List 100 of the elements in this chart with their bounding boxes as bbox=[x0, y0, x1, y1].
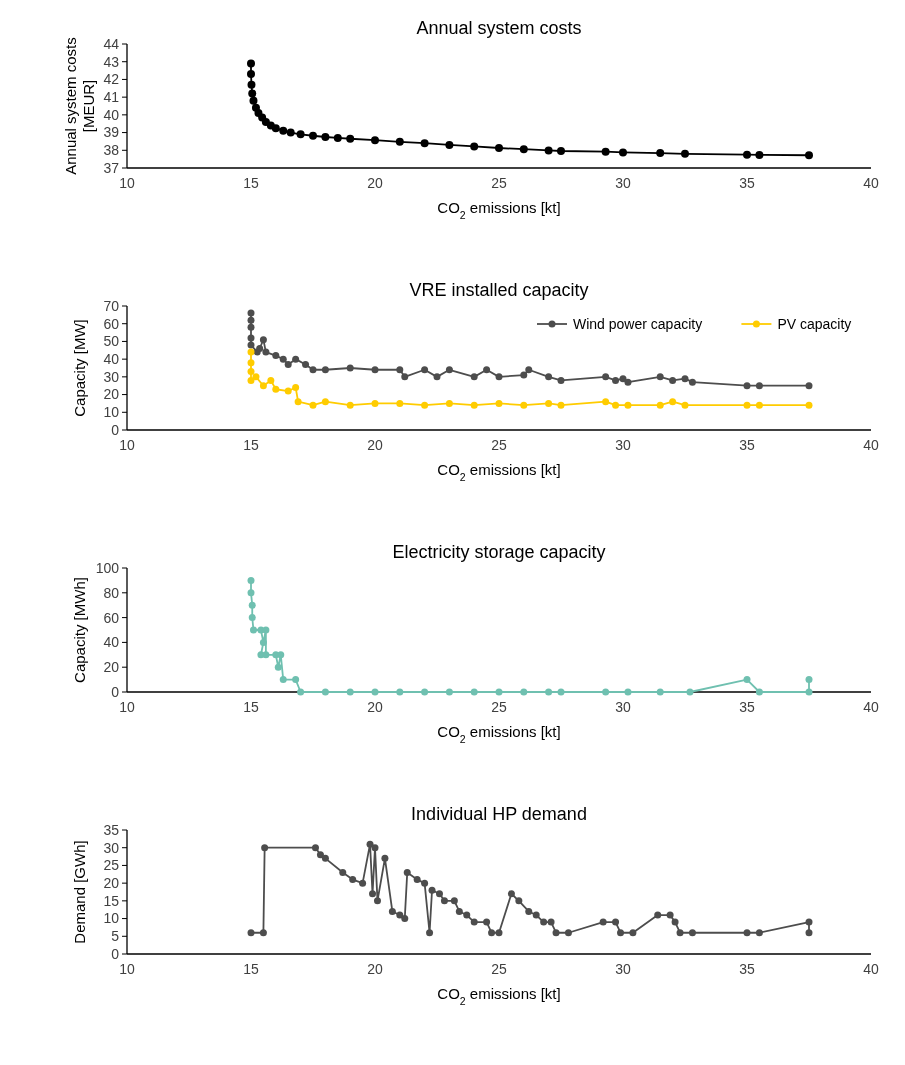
chart-title: Annual system costs bbox=[416, 18, 582, 38]
point bbox=[302, 360, 310, 368]
point bbox=[450, 897, 458, 905]
point bbox=[433, 373, 441, 381]
point bbox=[681, 149, 689, 158]
point bbox=[463, 911, 471, 919]
point bbox=[495, 399, 503, 407]
point bbox=[470, 918, 478, 926]
point bbox=[247, 368, 255, 376]
x-tick-label: 15 bbox=[243, 699, 259, 715]
point bbox=[297, 688, 305, 696]
point bbox=[532, 911, 540, 919]
point bbox=[247, 323, 255, 331]
y-tick-label: 60 bbox=[103, 609, 120, 626]
point bbox=[743, 929, 751, 937]
point bbox=[346, 688, 354, 696]
point bbox=[247, 376, 255, 384]
point bbox=[401, 915, 409, 923]
point bbox=[755, 688, 763, 696]
point bbox=[515, 897, 523, 905]
x-tick-label: 20 bbox=[367, 175, 383, 191]
point bbox=[495, 373, 503, 381]
point bbox=[249, 96, 258, 105]
point bbox=[805, 929, 813, 937]
x-tick-label: 25 bbox=[491, 175, 507, 191]
point bbox=[743, 676, 751, 684]
point bbox=[292, 676, 300, 684]
point bbox=[445, 688, 453, 696]
point bbox=[279, 126, 288, 135]
point bbox=[395, 137, 404, 146]
point bbox=[671, 918, 679, 926]
y-tick-label: 43 bbox=[103, 53, 120, 70]
point bbox=[292, 383, 300, 391]
point bbox=[349, 876, 357, 884]
point bbox=[547, 918, 555, 926]
point bbox=[619, 375, 627, 383]
point bbox=[488, 929, 496, 937]
point bbox=[624, 401, 632, 409]
point bbox=[277, 651, 285, 659]
point bbox=[602, 373, 610, 381]
y-tick-label: 0 bbox=[111, 945, 120, 962]
point bbox=[599, 918, 607, 926]
point bbox=[346, 401, 354, 409]
y-tick-label: 40 bbox=[103, 106, 120, 123]
x-tick-label: 35 bbox=[739, 437, 755, 453]
point bbox=[249, 626, 257, 634]
point bbox=[669, 398, 677, 406]
legend-label: Wind power capacity bbox=[573, 315, 703, 332]
point bbox=[520, 371, 528, 379]
point bbox=[805, 688, 813, 696]
point bbox=[284, 387, 292, 395]
x-tick-label: 15 bbox=[243, 175, 259, 191]
point bbox=[371, 136, 379, 145]
x-tick-label: 40 bbox=[863, 699, 879, 715]
point bbox=[401, 373, 409, 381]
point bbox=[413, 876, 421, 884]
point bbox=[520, 401, 528, 409]
x-axis-title: CO$_{2}$ emissions [kt] bbox=[437, 723, 561, 745]
x-tick-label: 25 bbox=[491, 437, 507, 453]
x-tick-label: 40 bbox=[863, 961, 879, 977]
point bbox=[371, 399, 379, 407]
point bbox=[470, 142, 479, 151]
x-tick-label: 30 bbox=[615, 699, 631, 715]
point bbox=[654, 911, 662, 919]
chart-title: Electricity storage capacity bbox=[392, 542, 606, 562]
point bbox=[612, 918, 620, 926]
point bbox=[688, 378, 696, 386]
point bbox=[805, 382, 813, 390]
x-axis-title: CO$_{2}$ emissions [kt] bbox=[437, 461, 561, 483]
point bbox=[557, 146, 565, 155]
x-tick-label: 20 bbox=[367, 437, 383, 453]
point bbox=[545, 688, 553, 696]
point bbox=[261, 844, 269, 852]
point bbox=[396, 688, 404, 696]
point bbox=[525, 907, 533, 915]
point bbox=[688, 929, 696, 937]
y-tick-label: 38 bbox=[103, 142, 120, 159]
point bbox=[248, 89, 257, 98]
point bbox=[426, 929, 434, 937]
point bbox=[455, 907, 463, 915]
point bbox=[369, 890, 377, 898]
point bbox=[247, 359, 255, 367]
point bbox=[540, 918, 548, 926]
point bbox=[247, 929, 255, 937]
point bbox=[396, 366, 404, 374]
chart-title: VRE installed capacity bbox=[409, 280, 589, 300]
point bbox=[656, 688, 664, 696]
point bbox=[519, 145, 528, 154]
point bbox=[421, 366, 429, 374]
point bbox=[346, 364, 354, 372]
point bbox=[248, 614, 256, 622]
point bbox=[252, 373, 260, 381]
point bbox=[666, 911, 674, 919]
point bbox=[601, 147, 610, 156]
point bbox=[371, 844, 379, 852]
point bbox=[743, 401, 751, 409]
y-axis-title: Annual system costs [MEUR] bbox=[62, 37, 97, 175]
y-tick-label: 39 bbox=[103, 124, 120, 141]
point bbox=[262, 626, 270, 634]
point bbox=[602, 688, 610, 696]
